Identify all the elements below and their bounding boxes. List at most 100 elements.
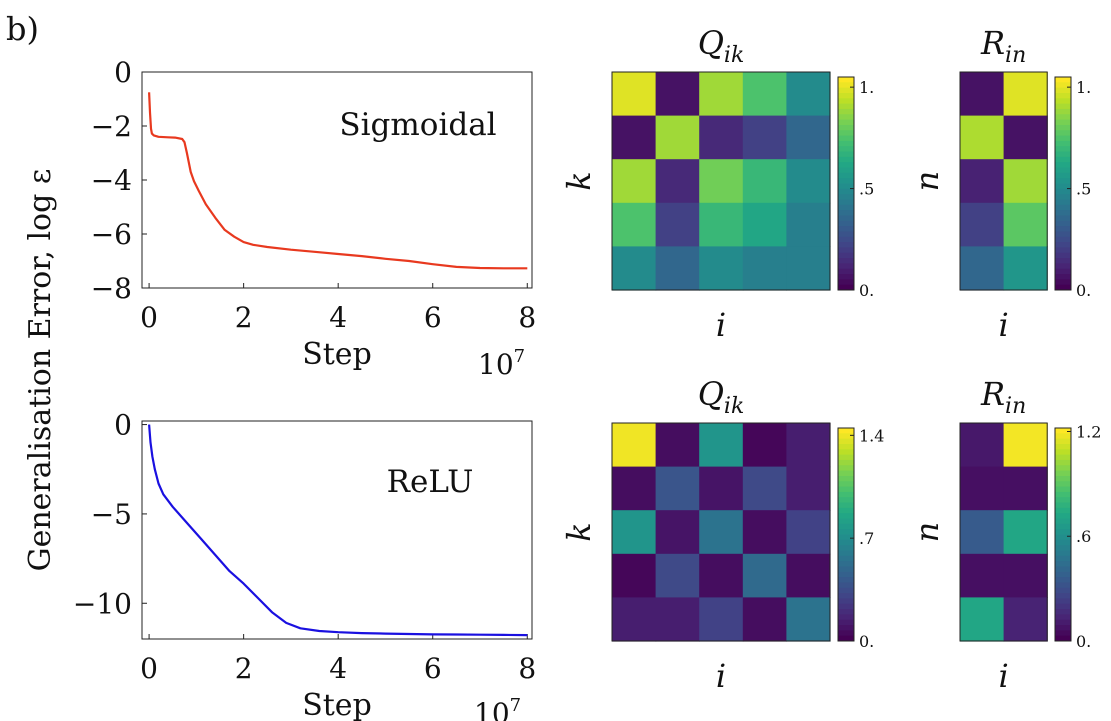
x-tick-label: 2 bbox=[235, 652, 253, 685]
series-annotation: ReLU bbox=[387, 464, 474, 500]
y-tick-label: 0 bbox=[114, 409, 132, 442]
colorbar-tick-label: .6 bbox=[1076, 527, 1091, 546]
heatmap-cell bbox=[1003, 597, 1048, 642]
colorbar-segment bbox=[838, 247, 854, 254]
colorbar-segment bbox=[1055, 587, 1071, 594]
colorbar-segment bbox=[1055, 614, 1071, 621]
colorbar-segment bbox=[1055, 130, 1071, 137]
y-tick-label: −5 bbox=[91, 498, 132, 531]
series-annotation: Sigmoidal bbox=[339, 107, 496, 143]
colorbar-segment bbox=[838, 507, 854, 514]
colorbar-segment bbox=[838, 619, 854, 626]
y-tick-label: −10 bbox=[73, 587, 132, 620]
colorbar-segment bbox=[838, 82, 854, 89]
y-tick-label: 0 bbox=[114, 56, 132, 89]
colorbar-segment bbox=[838, 582, 854, 589]
colorbar-segment bbox=[838, 491, 854, 498]
colorbar-segment bbox=[838, 162, 854, 169]
colorbar-segment bbox=[1055, 215, 1071, 222]
colorbar-segment bbox=[838, 199, 854, 206]
heatmap-cell bbox=[655, 159, 700, 204]
heatmap-cell bbox=[655, 202, 700, 247]
colorbar-segment bbox=[1055, 167, 1071, 174]
heatmap-cell bbox=[742, 246, 787, 291]
x-tick-label: 8 bbox=[518, 301, 536, 334]
colorbar-segment bbox=[838, 561, 854, 567]
colorbar-segment bbox=[838, 215, 854, 222]
colorbar-segment bbox=[1055, 172, 1071, 179]
colorbar-segment bbox=[1055, 438, 1071, 445]
heatmap-r-top: Rin i n 1. .5 0. bbox=[908, 24, 1091, 344]
colorbar-segment bbox=[838, 635, 854, 642]
colorbar-segment bbox=[1055, 178, 1071, 185]
colorbar-segment bbox=[1055, 481, 1071, 488]
heatmap-cell bbox=[960, 423, 1005, 468]
x-tick-label: 6 bbox=[424, 301, 442, 334]
colorbar-segment bbox=[838, 454, 854, 461]
heatmap-cell bbox=[960, 202, 1005, 247]
colorbar-segment bbox=[838, 630, 854, 637]
colorbar-segment bbox=[838, 587, 854, 594]
colorbar-segment bbox=[838, 103, 854, 110]
colorbar-segment bbox=[838, 470, 854, 477]
x-tick-labels: 0 2 4 6 8 bbox=[140, 301, 536, 334]
colorbar-tick-label: .5 bbox=[859, 180, 874, 199]
heatmap-cell bbox=[699, 202, 744, 247]
heatmap-cell bbox=[699, 159, 744, 204]
x-multiplier: 107 bbox=[474, 695, 521, 721]
heatmap-cell bbox=[742, 597, 787, 642]
heatmap-cell bbox=[786, 423, 831, 468]
heatmap-cell bbox=[960, 115, 1005, 160]
colorbar-segment bbox=[838, 130, 854, 137]
colorbar-segment bbox=[1055, 236, 1071, 243]
heatmap-cell bbox=[699, 423, 744, 468]
heatmap-title: Rin bbox=[980, 375, 1026, 419]
x-tick-label: 4 bbox=[329, 301, 347, 334]
colorbar-segment bbox=[1055, 523, 1071, 530]
colorbar-segment bbox=[838, 242, 854, 248]
colorbar-segment bbox=[838, 571, 854, 578]
heatmap-cell bbox=[612, 553, 657, 598]
heatmap-cell bbox=[1003, 72, 1048, 117]
colorbar-segment bbox=[838, 231, 854, 238]
heatmap-cell bbox=[742, 510, 787, 555]
colorbar-segment bbox=[838, 465, 854, 472]
colorbar-segment bbox=[838, 124, 854, 131]
heatmap-cell bbox=[1003, 423, 1048, 468]
heatmap-cell bbox=[612, 159, 657, 204]
heatmap-cell bbox=[699, 246, 744, 291]
colorbar-segment bbox=[838, 252, 854, 259]
colorbar-segment bbox=[838, 481, 854, 488]
colorbar-segment bbox=[1055, 465, 1071, 472]
colorbar-segment bbox=[1055, 135, 1071, 142]
heatmap-cell bbox=[742, 553, 787, 598]
colorbar-segment bbox=[1055, 258, 1071, 264]
heatmap-cell bbox=[655, 115, 700, 160]
colorbar-segment bbox=[1055, 571, 1071, 578]
colorbar-segment bbox=[1055, 188, 1071, 195]
heatmap-cell bbox=[960, 159, 1005, 204]
colorbar-segment bbox=[1055, 545, 1071, 551]
colorbar-tick-label: 0. bbox=[859, 632, 874, 651]
colorbar-segment bbox=[1055, 609, 1071, 615]
colorbar-segment bbox=[1055, 156, 1071, 163]
colorbar-segment bbox=[1055, 475, 1071, 482]
heatmap-cell bbox=[612, 72, 657, 117]
colorbar-segment bbox=[1055, 231, 1071, 238]
colorbar-segment bbox=[1055, 582, 1071, 589]
heatmap-cell bbox=[1003, 115, 1048, 160]
colorbar-segment bbox=[838, 204, 854, 211]
colorbar-tick-label: 1.4 bbox=[859, 426, 884, 445]
heatmap-cell bbox=[960, 597, 1005, 642]
colorbar-segment bbox=[838, 555, 854, 562]
colorbar-segment bbox=[1055, 274, 1071, 280]
colorbar-segment bbox=[838, 236, 854, 243]
colorbar-segment bbox=[838, 545, 854, 551]
heatmap-cell bbox=[699, 115, 744, 160]
colorbar-segment bbox=[838, 188, 854, 195]
heatmap-cell bbox=[699, 510, 744, 555]
heatmap-y-label: k bbox=[560, 522, 598, 541]
heatmap-cell bbox=[960, 246, 1005, 291]
colorbar-segment bbox=[1055, 502, 1071, 509]
y-tick-labels: 0 −5 −10 bbox=[73, 409, 132, 621]
